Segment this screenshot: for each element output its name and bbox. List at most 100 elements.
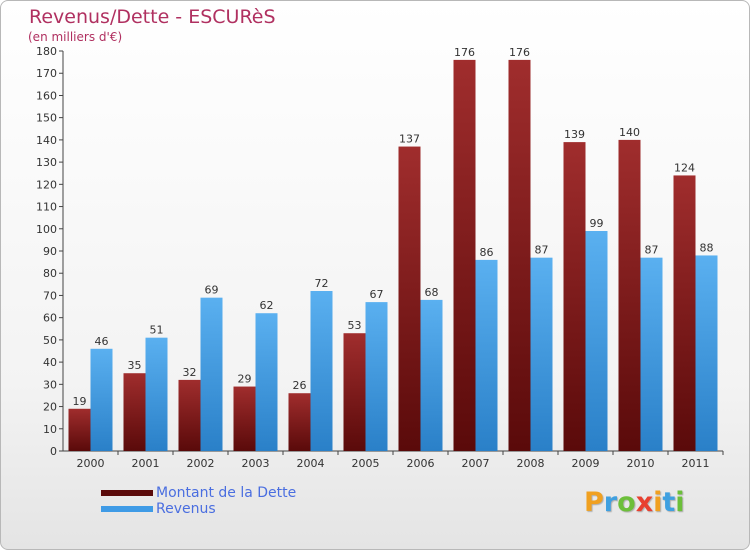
data-label: 19 xyxy=(73,395,87,408)
y-tick-label: 110 xyxy=(36,201,57,214)
bar-dette xyxy=(123,373,146,451)
data-label: 26 xyxy=(293,379,307,392)
chart-legend: Montant de la Dette Revenus xyxy=(101,485,296,517)
y-tick-label: 130 xyxy=(36,156,57,169)
bar-revenus xyxy=(640,257,663,451)
bar-revenus xyxy=(695,255,718,451)
bar-dette xyxy=(288,393,311,451)
y-tick-label: 70 xyxy=(43,289,57,302)
data-label: 29 xyxy=(238,373,252,386)
x-tick-label: 2009 xyxy=(572,457,600,470)
bar-dette xyxy=(618,139,641,451)
bar-revenus xyxy=(200,297,223,451)
data-label: 67 xyxy=(370,288,384,301)
y-tick-label: 150 xyxy=(36,112,57,125)
y-tick-label: 100 xyxy=(36,223,57,236)
data-label: 86 xyxy=(480,246,494,259)
bar-dette xyxy=(563,142,586,451)
y-tick-label: 20 xyxy=(43,401,57,414)
data-label: 140 xyxy=(619,126,640,139)
x-tick-label: 2008 xyxy=(517,457,545,470)
x-tick-label: 2000 xyxy=(77,457,105,470)
y-tick-label: 90 xyxy=(43,245,57,258)
logo-letter: P xyxy=(584,487,604,518)
data-label: 87 xyxy=(535,244,549,257)
x-tick-label: 2004 xyxy=(297,457,325,470)
proxiti-logo: Proxiti xyxy=(584,487,685,518)
y-tick-label: 60 xyxy=(43,312,57,325)
chart-data-labels: 19 46 35 51 32 69 29 62 26 72 53 67 137 68 176 86 176 87 1… xyxy=(73,46,714,408)
bar-dette xyxy=(398,146,421,452)
y-tick-label: 50 xyxy=(43,334,57,347)
bar-revenus xyxy=(365,302,388,451)
legend-label-revenus: Revenus xyxy=(156,501,216,517)
bar-dette xyxy=(508,59,531,452)
data-label: 35 xyxy=(128,359,142,372)
data-label: 68 xyxy=(425,286,439,299)
y-tick-label: 180 xyxy=(36,45,57,58)
data-label: 124 xyxy=(674,161,695,174)
bar-dette xyxy=(453,59,476,452)
data-label: 87 xyxy=(645,244,659,257)
bar-dette xyxy=(178,379,201,451)
bar-revenus xyxy=(475,259,498,451)
y-tick-label: 170 xyxy=(36,67,57,80)
legend-swatch-revenus xyxy=(101,506,153,512)
data-label: 62 xyxy=(260,299,274,312)
chart-axes: 0 10 20 30 40 50 60 70 80 90 100 110 120 130 140 150 160… xyxy=(36,45,724,470)
x-tick-label: 2007 xyxy=(462,457,490,470)
x-tick-label: 2005 xyxy=(352,457,380,470)
y-tick-label: 140 xyxy=(36,134,57,147)
data-label: 176 xyxy=(454,46,475,59)
y-tick-label: 120 xyxy=(36,178,57,191)
legend-swatch-debt xyxy=(101,490,153,496)
logo-letter: o xyxy=(617,487,636,518)
bar-dette xyxy=(673,175,696,451)
y-tick-label: 10 xyxy=(43,423,57,436)
chart-title: Revenus/Dette - ESCURèS xyxy=(29,6,276,28)
bar-revenus xyxy=(145,337,168,451)
bar-revenus xyxy=(585,231,608,451)
data-label: 53 xyxy=(348,319,362,332)
data-label: 88 xyxy=(700,241,714,254)
legend-item-revenus: Revenus xyxy=(101,501,296,517)
x-tick-label: 2010 xyxy=(627,457,655,470)
bar-revenus xyxy=(90,348,113,451)
y-tick-label: 30 xyxy=(43,378,57,391)
y-tick-label: 80 xyxy=(43,267,57,280)
x-tick-label: 2001 xyxy=(132,457,160,470)
x-tick-label: 2002 xyxy=(187,457,215,470)
logo-letter: i xyxy=(653,487,663,518)
y-tick-label: 40 xyxy=(43,356,57,369)
data-label: 139 xyxy=(564,128,585,141)
logo-letter: x xyxy=(635,487,654,518)
x-tick-label: 2006 xyxy=(407,457,435,470)
data-label: 72 xyxy=(315,277,329,290)
data-label: 176 xyxy=(509,46,530,59)
chart-subtitle: (en milliers d'€) xyxy=(28,30,123,44)
data-label: 69 xyxy=(205,284,219,297)
x-tick-label: 2003 xyxy=(242,457,270,470)
bar-revenus xyxy=(255,313,278,451)
chart-bars xyxy=(68,59,718,452)
bar-revenus xyxy=(420,299,443,451)
data-label: 46 xyxy=(95,335,109,348)
data-label: 32 xyxy=(183,366,197,379)
y-tick-label: 160 xyxy=(36,89,57,102)
bar-dette xyxy=(68,408,91,451)
bar-revenus xyxy=(310,291,333,451)
legend-label-debt: Montant de la Dette xyxy=(156,485,297,501)
bar-revenus xyxy=(530,257,553,451)
logo-letter: r xyxy=(603,487,618,518)
bar-dette xyxy=(343,333,366,451)
data-label: 99 xyxy=(590,217,604,230)
data-label: 137 xyxy=(399,133,420,146)
y-tick-label: 0 xyxy=(50,445,57,458)
data-label: 51 xyxy=(150,324,164,337)
x-tick-label: 2011 xyxy=(682,457,710,470)
legend-item-debt: Montant de la Dette xyxy=(101,485,296,501)
logo-letter: t xyxy=(662,487,676,518)
bar-dette xyxy=(233,386,256,451)
